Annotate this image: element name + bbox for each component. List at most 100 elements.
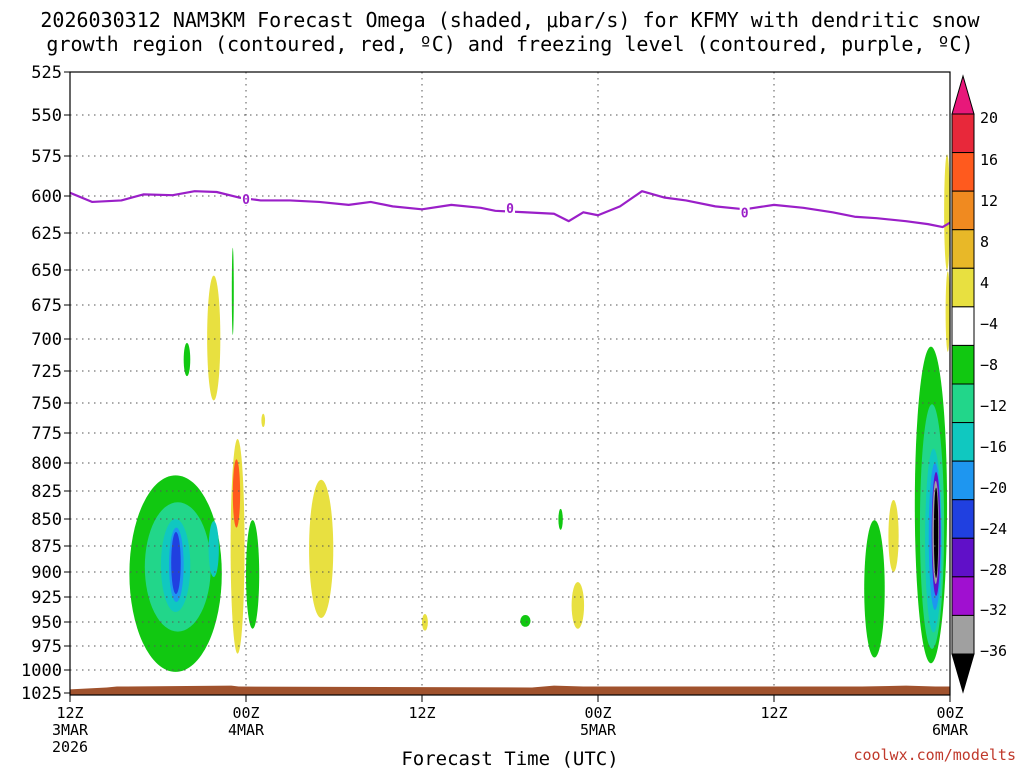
omega-region-18 bbox=[864, 520, 885, 658]
y-tick-label-525: 525 bbox=[31, 63, 62, 83]
omega-region-13 bbox=[309, 479, 334, 618]
colorbar-label-1: 16 bbox=[980, 151, 998, 169]
y-tick-label-1025: 1025 bbox=[21, 684, 62, 704]
colorbar-bottom-arrow bbox=[951, 653, 975, 694]
ground-surface bbox=[70, 685, 950, 695]
x-tick-label-60-0: 00Z bbox=[936, 704, 963, 722]
colorbar-label-10: −24 bbox=[980, 520, 1007, 538]
credit-text: coolwx.com/modelts bbox=[853, 746, 1016, 764]
x-tick-label-0-2: 2026 bbox=[52, 738, 88, 756]
y-tick-label-825: 825 bbox=[31, 482, 62, 502]
x-tick-label-48-0: 12Z bbox=[760, 704, 787, 722]
y-tick-label-975: 975 bbox=[31, 637, 62, 657]
colorbar-label-3: 8 bbox=[980, 233, 989, 251]
y-tick-label-550: 550 bbox=[31, 106, 62, 126]
ground-surface-fill bbox=[70, 685, 950, 695]
x-tick-label-12-1: 4MAR bbox=[228, 721, 265, 739]
freezing-contour-label-0: 0 bbox=[242, 193, 250, 208]
colorbar-label-8: −16 bbox=[980, 438, 1007, 456]
omega-region-15 bbox=[520, 615, 531, 627]
omega-region-26 bbox=[933, 487, 939, 578]
omega-region-6 bbox=[183, 342, 191, 377]
omega-region-5 bbox=[171, 531, 181, 594]
x-tick-label-36-1: 5MAR bbox=[580, 721, 617, 739]
y-tick-label-725: 725 bbox=[31, 362, 62, 382]
y-tick-label-775: 775 bbox=[31, 424, 62, 444]
colorbar-label-11: −28 bbox=[980, 561, 1007, 579]
chart-title-line-1: 2026030312 NAM3KM Forecast Omega (shaded… bbox=[40, 8, 980, 32]
freezing-label-bg-1 bbox=[505, 199, 515, 214]
colorbar-swatch-5 bbox=[951, 267, 975, 308]
omega-shading bbox=[129, 154, 950, 672]
omega-region-28 bbox=[945, 271, 950, 352]
freezing-level-contour: 0 0 0 bbox=[70, 190, 950, 229]
omega-region-16 bbox=[558, 508, 563, 530]
x-axis-title: Forecast Time (UTC) bbox=[401, 748, 618, 768]
colorbar-swatch-10 bbox=[951, 460, 975, 501]
y-tick-label-675: 675 bbox=[31, 296, 62, 316]
plot-area: 0 0 0 bbox=[69, 71, 951, 696]
freezing-contour-label-1: 0 bbox=[506, 202, 514, 217]
colorbar-label-9: −20 bbox=[980, 479, 1007, 497]
colorbar-label-7: −12 bbox=[980, 397, 1007, 415]
omega-region-17 bbox=[571, 582, 585, 629]
y-tick-label-850: 850 bbox=[31, 510, 62, 530]
colorbar-swatch-12 bbox=[951, 537, 975, 578]
y-tick-label-1000: 1000 bbox=[21, 661, 62, 681]
colorbar-label-6: −8 bbox=[980, 356, 998, 374]
colorbar-swatch-14 bbox=[951, 614, 975, 655]
colorbar-label-0: 20 bbox=[980, 109, 998, 127]
x-tick-label-60-1: 6MAR bbox=[932, 721, 969, 739]
omega-region-3 bbox=[208, 521, 219, 578]
grid bbox=[70, 72, 950, 695]
colorbar-top-arrow bbox=[951, 74, 975, 115]
colorbar-label-13: −36 bbox=[980, 642, 1007, 660]
plot-frame bbox=[69, 71, 951, 696]
omega-region-19 bbox=[888, 499, 899, 572]
colorbar-swatch-4 bbox=[951, 229, 975, 269]
y-tick-label-600: 600 bbox=[31, 187, 62, 207]
colorbar: 20 16 12 8 4 −4 −8 −12 −16 −20 −24 −28 −32 −36 bbox=[951, 74, 1007, 694]
x-tick-label-0-0: 12Z bbox=[56, 704, 83, 722]
colorbar-swatch-7 bbox=[951, 344, 975, 385]
y-tick-label-800: 800 bbox=[31, 454, 62, 474]
colorbar-swatch-6 bbox=[951, 306, 975, 346]
omega-region-10 bbox=[232, 459, 241, 528]
colorbar-swatch-13 bbox=[951, 576, 975, 616]
omega-region-7 bbox=[207, 275, 221, 401]
y-tick-label-875: 875 bbox=[31, 537, 62, 557]
y-tick-label-575: 575 bbox=[31, 147, 62, 167]
chart-title-line-2: growth region (contoured, red, ºC) and f… bbox=[46, 32, 973, 56]
colorbar-swatch-11 bbox=[951, 499, 975, 539]
colorbar-swatch-1 bbox=[951, 113, 975, 154]
y-tick-label-650: 650 bbox=[31, 261, 62, 281]
colorbar-label-2: 12 bbox=[980, 192, 998, 210]
y-tick-label-700: 700 bbox=[31, 330, 62, 350]
freezing-contour-label-2: 0 bbox=[741, 206, 749, 221]
y-tick-label-950: 950 bbox=[31, 613, 62, 633]
omega-region-27 bbox=[944, 154, 950, 270]
x-tick-label-36-0: 00Z bbox=[584, 704, 611, 722]
x-tick-label-0-1: 3MAR bbox=[52, 721, 89, 739]
omega-region-8 bbox=[231, 247, 234, 335]
y-tick-label-625: 625 bbox=[31, 224, 62, 244]
y-tick-label-900: 900 bbox=[31, 563, 62, 583]
y-tick-label-925: 925 bbox=[31, 588, 62, 608]
colorbar-swatch-3 bbox=[951, 190, 975, 231]
x-tick-label-24-0: 12Z bbox=[408, 704, 435, 722]
colorbar-swatch-2 bbox=[951, 152, 975, 192]
colorbar-label-4: 4 bbox=[980, 274, 989, 292]
colorbar-label-12: −32 bbox=[980, 601, 1007, 619]
omega-region-12 bbox=[261, 413, 266, 427]
colorbar-swatch-8 bbox=[951, 383, 975, 424]
colorbar-swatch-9 bbox=[951, 422, 975, 462]
freezing-label-bg-2 bbox=[739, 204, 750, 219]
freezing-level-line bbox=[70, 190, 950, 229]
colorbar-label-5: −4 bbox=[980, 315, 998, 333]
freezing-label-bg-0 bbox=[241, 190, 251, 205]
x-tick-label-12-0: 00Z bbox=[232, 704, 259, 722]
omega-region-11 bbox=[246, 520, 260, 629]
y-axis: 525 550 575 600 625 650 675 700 725 750 775 800 825 8… bbox=[21, 63, 70, 704]
y-tick-label-750: 750 bbox=[31, 394, 62, 414]
